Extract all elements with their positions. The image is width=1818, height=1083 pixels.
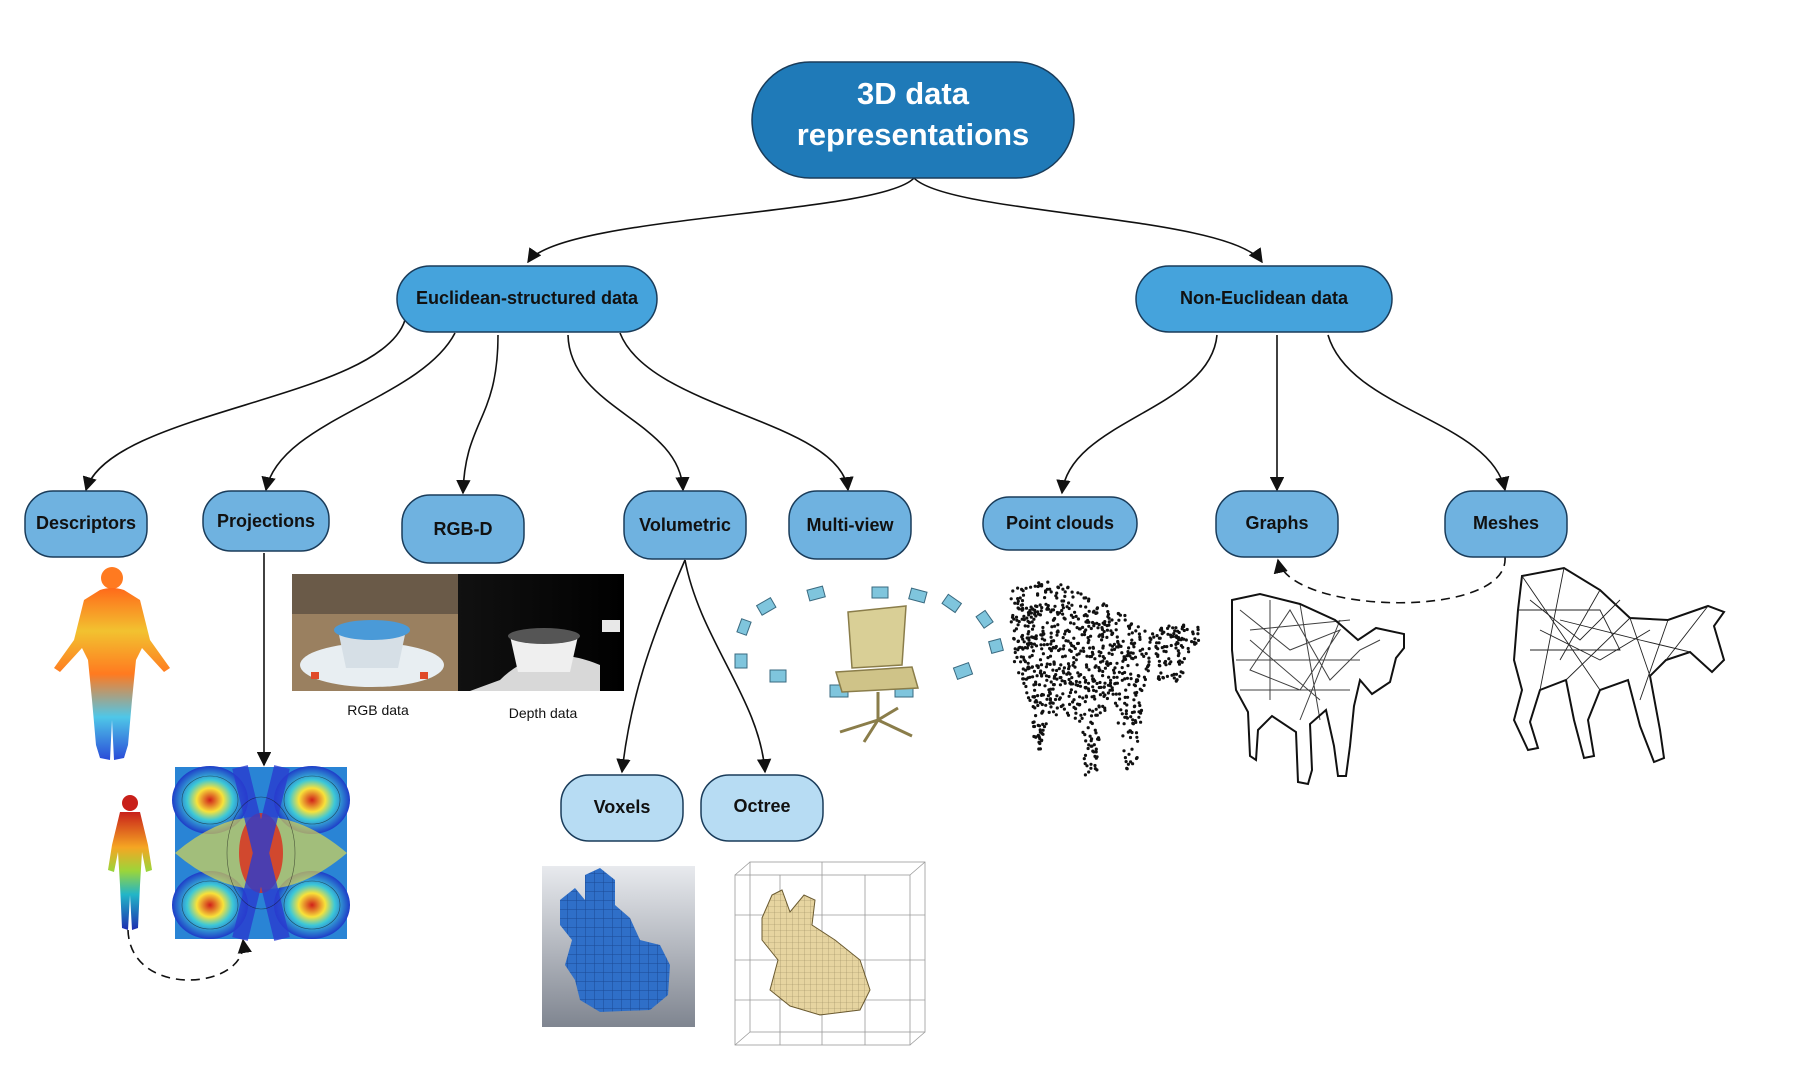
rgb-caption: RGB data — [347, 702, 409, 718]
edge-volumetric-octree — [684, 559, 772, 774]
category-non-euclidean-label: Non-Euclidean data — [1180, 288, 1349, 308]
root-label-line2: representations — [797, 117, 1030, 152]
depth-caption: Depth data — [509, 705, 578, 721]
root-node: 3D data representations — [751, 61, 1075, 179]
node-rgbd-label: RGB-D — [434, 519, 493, 539]
depth-image — [458, 574, 624, 691]
edge-noneuclid-pointclouds — [1056, 334, 1218, 495]
node-descriptors: Descriptors — [24, 490, 148, 558]
descriptor-body-image — [54, 567, 170, 760]
node-volumetric-label: Volumetric — [639, 515, 731, 535]
edge-body-projection-dashed — [127, 929, 252, 981]
graph-horse-image — [1231, 592, 1405, 786]
node-graphs-label: Graphs — [1245, 513, 1308, 533]
node-voxels-label: Voxels — [594, 797, 651, 817]
edge-euclid-multiview — [619, 332, 854, 492]
node-octree-label: Octree — [733, 796, 790, 816]
octree-bunny-image — [734, 861, 926, 1046]
edge-root-euclidean — [527, 177, 915, 264]
node-meshes: Meshes — [1444, 490, 1568, 558]
node-meshes-label: Meshes — [1473, 513, 1539, 533]
node-volumetric: Volumetric — [623, 490, 747, 560]
node-voxels: Voxels — [560, 774, 684, 842]
edge-euclid-descriptors — [82, 319, 406, 492]
node-descriptors-label: Descriptors — [36, 513, 136, 533]
node-projections: Projections — [202, 490, 330, 552]
multiview-image — [734, 585, 1004, 743]
voxel-bunny-image — [542, 866, 695, 1027]
edge-root-noneuclidean — [913, 177, 1263, 264]
node-multiview-label: Multi-view — [806, 515, 894, 535]
edge-volumetric-voxels — [616, 559, 686, 774]
edge-noneuclid-meshes — [1327, 334, 1510, 492]
edge-euclid-volumetric — [567, 334, 690, 492]
edge-euclid-projections — [261, 332, 456, 492]
root-label-line1: 3D data — [857, 76, 970, 111]
edge-euclid-rgbd — [456, 334, 499, 495]
projection-body-image — [108, 795, 152, 930]
category-euclidean-label: Euclidean-structured data — [416, 288, 639, 308]
mesh-horse-image — [1512, 566, 1726, 764]
node-octree: Octree — [700, 774, 824, 842]
node-point-clouds: Point clouds — [982, 496, 1138, 551]
point-cloud-horse-image — [1009, 580, 1201, 777]
category-euclidean: Euclidean-structured data — [396, 265, 658, 333]
edge-meshes-graphs-dashed — [1273, 556, 1506, 604]
connectors — [82, 177, 1510, 981]
category-non-euclidean: Non-Euclidean data — [1135, 265, 1393, 333]
node-point-clouds-label: Point clouds — [1006, 513, 1114, 533]
node-graphs: Graphs — [1215, 490, 1339, 558]
node-multiview: Multi-view — [788, 490, 912, 560]
rgb-image — [292, 574, 458, 691]
projection-contour-image — [172, 765, 350, 941]
node-projections-label: Projections — [217, 511, 315, 531]
node-rgbd: RGB-D — [401, 494, 525, 564]
